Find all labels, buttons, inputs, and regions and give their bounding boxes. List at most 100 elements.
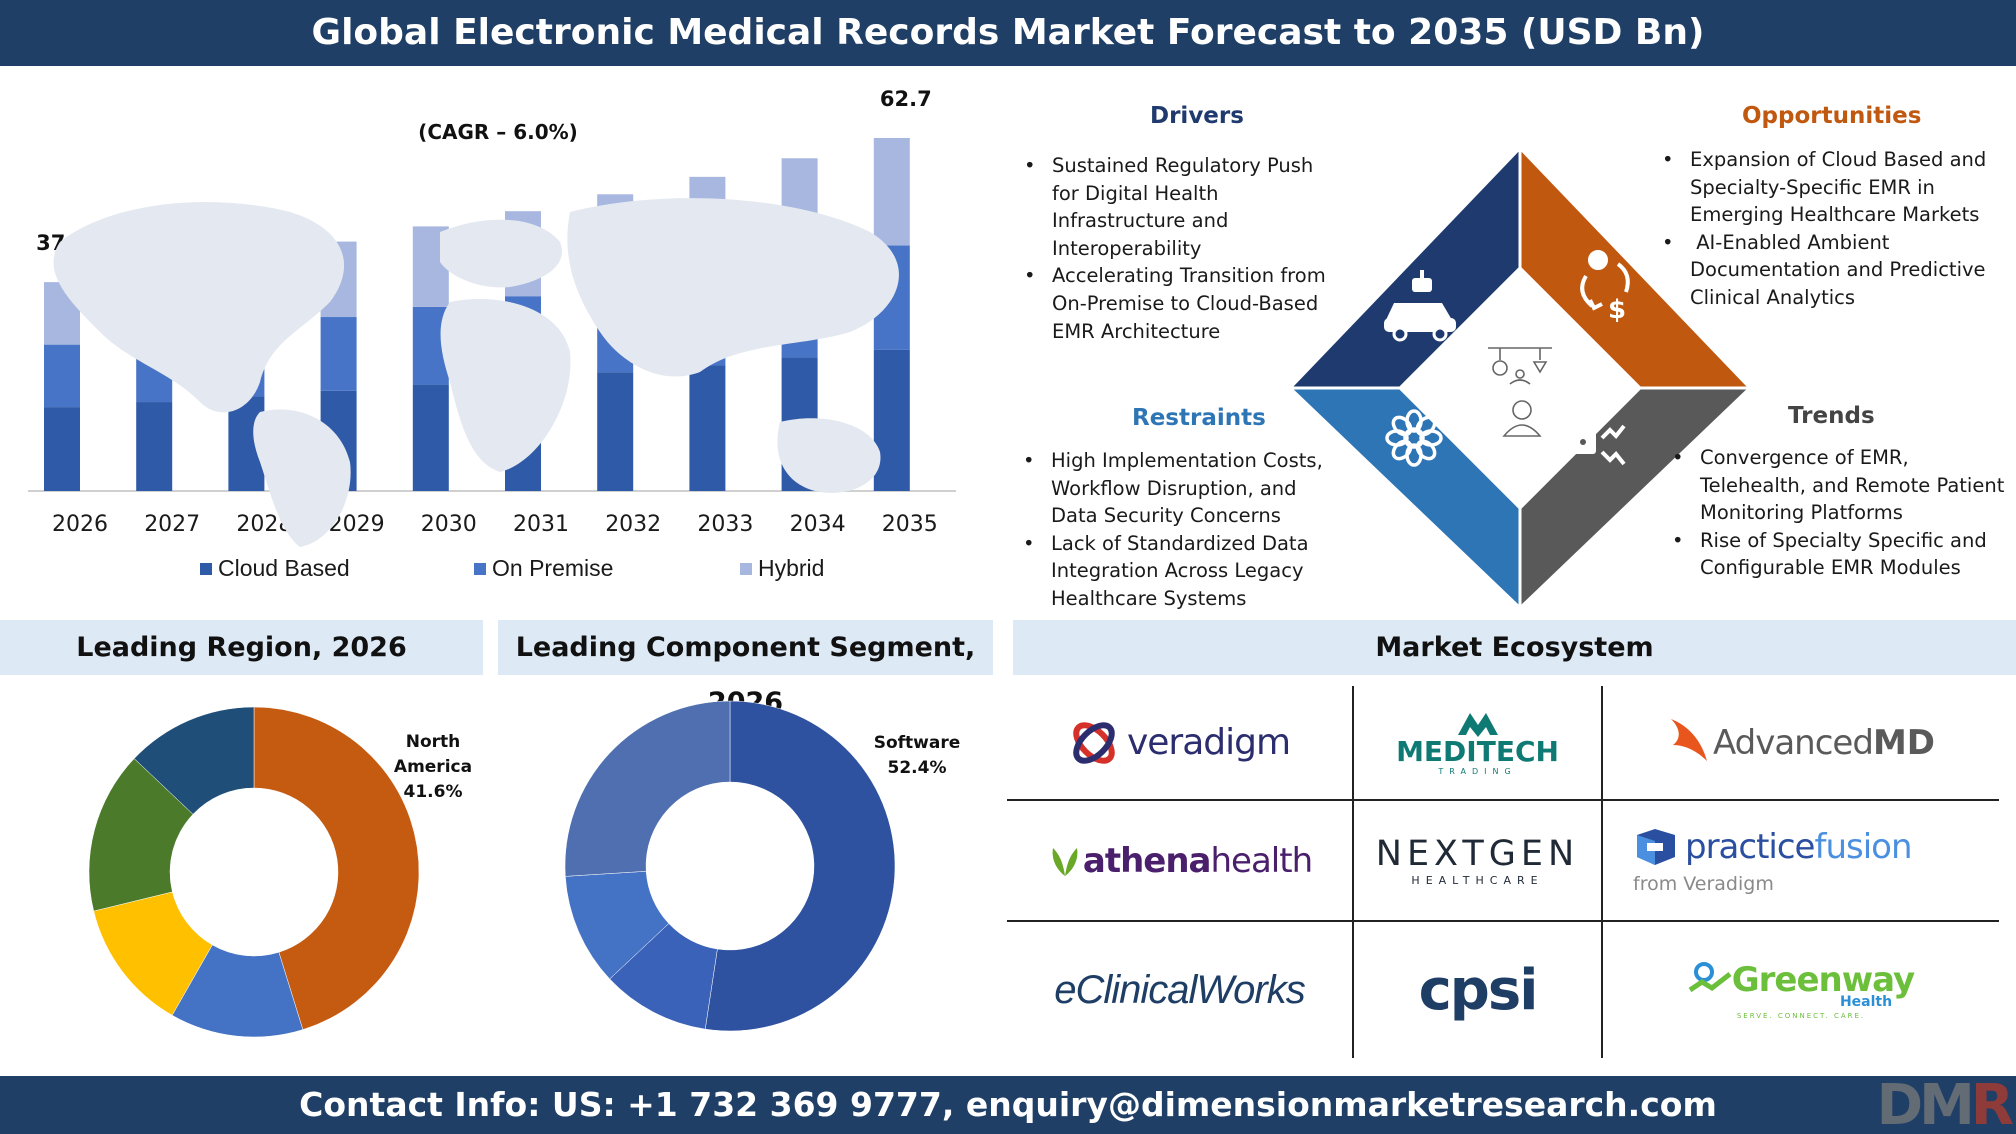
drivers-item: Sustained Regulatory Push for Digital He… — [1022, 152, 1326, 262]
trends-title: Trends — [1788, 403, 1875, 429]
dmr-logo: DMR — [1877, 1073, 2014, 1134]
drivers-item-line: Infrastructure and — [1052, 209, 1229, 233]
logo-greenway: Greenway Health SERVE. CONNECT. CARE. — [1603, 922, 1999, 1058]
cloud-bar-segment — [873, 349, 910, 491]
athenahealth-wordmark-b: health — [1210, 840, 1313, 881]
x-tick-label: 2033 — [697, 512, 753, 537]
logo-nextgen: NEXTGEN HEALTHCARE — [1354, 801, 1601, 920]
grid-divider — [1007, 799, 1999, 801]
x-tick-label: 2031 — [513, 512, 569, 537]
restraints-item-line: Data Security Concerns — [1051, 504, 1281, 528]
opportunities-title: Opportunities — [1742, 103, 1922, 129]
x-tick-label: 2034 — [790, 512, 846, 537]
advancedmd-wordmark-b: MD — [1872, 722, 1935, 763]
component-section-title: Leading Component Segment, 2026 — [498, 620, 993, 718]
drivers-item: Accelerating Transition from On-Premise … — [1022, 262, 1326, 345]
cpsi-wordmark: cpsi — [1418, 957, 1539, 1023]
veradigm-icon — [1073, 721, 1115, 764]
legend-item-hybrid: Hybrid — [740, 555, 824, 582]
ecosystem-section-title: Market Ecosystem — [1013, 620, 2016, 675]
dmr-logo-r: R — [1970, 1073, 2014, 1134]
cloud-bar-segment — [136, 402, 173, 491]
opportunities-item-line: Expansion of Cloud Based and — [1690, 148, 1987, 171]
x-tick-label: 2026 — [52, 512, 108, 537]
meditech-wordmark: MEDITECH — [1396, 735, 1559, 768]
opportunities-item-line: Clinical Analytics — [1690, 285, 1856, 309]
restraints-item-line: Lack of Standardized Data — [1051, 531, 1309, 555]
opportunities-item: AI-Enabled Ambient Documentation and Pre… — [1660, 229, 1986, 312]
car-icon — [1384, 270, 1456, 342]
opportunities-item-line: Documentation and Predictive — [1690, 258, 1986, 282]
page-title: Global Electronic Medical Records Market… — [0, 0, 2016, 66]
trends-item: Rise of Specialty Specific and Configura… — [1670, 527, 2004, 582]
component-donut-chart — [564, 700, 896, 1032]
drivers-item-line: Accelerating Transition from — [1052, 264, 1326, 288]
x-tick-label: 2027 — [144, 512, 200, 537]
region-section-title: Leading Region, 2026 — [0, 620, 483, 675]
veradigm-wordmark: veradigm — [1126, 722, 1291, 763]
bar-chart: 202637.120272028202920302031203220332034… — [0, 80, 1000, 590]
svg-text:$: $ — [1608, 295, 1626, 325]
practicefusion-wordmark-b: fusion — [1814, 826, 1912, 867]
drivers-list: Sustained Regulatory Push for Digital He… — [1022, 152, 1326, 345]
grid-divider — [1007, 920, 1999, 922]
x-tick-label: 2035 — [882, 512, 938, 537]
contact-footer: Contact Info: US: +1 732 369 9777, enqui… — [0, 1076, 2016, 1134]
legend-item-premise: On Premise — [474, 555, 613, 582]
cloud-bar-segment — [689, 365, 726, 491]
opportunities-item-line: AI-Enabled Ambient — [1690, 230, 1890, 254]
ecosystem-grid: veradigm MEDITECH TRADING Advanced MD ath… — [1007, 686, 1999, 1062]
practicefusion-row: practice fusion — [1633, 826, 1913, 867]
trends-item: Convergence of EMR, Telehealth, and Remo… — [1670, 444, 2004, 527]
on-premise-bar-segment — [44, 344, 80, 408]
restraints-item-line: High Implementation Costs, — [1051, 449, 1323, 472]
component-donut-slice — [564, 700, 731, 877]
gear-icon — [1385, 409, 1443, 467]
quadrant-diamond: $ — [1290, 148, 1750, 608]
region-donut-slice — [253, 706, 420, 1030]
legend-label-cloud: Cloud Based — [218, 555, 350, 581]
legend-label-hybrid: Hybrid — [758, 555, 825, 581]
greenway-health-text: Health — [1839, 994, 1893, 1010]
eclinicalworks-wordmark: eClinicalWorks — [1054, 967, 1305, 1012]
drivers-item-line: Interoperability — [1052, 236, 1202, 260]
restraints-item-line: Healthcare Systems — [1051, 586, 1247, 610]
cloud-bar-segment — [44, 407, 80, 491]
cloud-bar-segment — [597, 372, 634, 491]
restraints-item-line: Workflow Disruption, and — [1051, 476, 1297, 500]
grid-divider — [1601, 686, 1603, 1058]
region-label-value: 41.6% — [403, 782, 463, 802]
athenahealth-icon — [1052, 847, 1078, 876]
legend-item-cloud: Cloud Based — [200, 555, 350, 582]
logo-advancedmd: Advanced MD — [1603, 686, 1999, 799]
component-label-line1: Software — [873, 733, 961, 753]
x-tick-label: 2030 — [421, 512, 477, 537]
trends-item-line: Rise of Specialty Specific and — [1700, 528, 1987, 552]
greenway-icon — [1688, 962, 1732, 993]
athenahealth-wordmark-a: athena — [1082, 840, 1212, 881]
nextgen-subtext: HEALTHCARE — [1411, 874, 1544, 887]
legend-swatch-cloud — [200, 562, 212, 575]
cagr-annotation: (CAGR – 6.0%) — [418, 120, 578, 144]
trends-item-line: Convergence of EMR, — [1700, 446, 1909, 469]
cloud-bar-segment — [412, 384, 449, 491]
logo-athenahealth: athena health — [1007, 801, 1352, 920]
drivers-item-line: EMR Architecture — [1052, 319, 1221, 343]
logo-eclinicalworks: eClinicalWorks — [1007, 922, 1352, 1058]
advancedmd-wordmark-a: Advanced — [1712, 722, 1874, 763]
total-data-label: 62.7 — [880, 87, 932, 111]
practicefusion-subtext: from Veradigm — [1633, 872, 1774, 895]
region-pie-label: North America 41.6% — [388, 730, 478, 805]
trends-item-line: Configurable EMR Modules — [1700, 556, 1961, 580]
grid-divider — [1352, 686, 1354, 1058]
trends-list: Convergence of EMR, Telehealth, and Remo… — [1670, 444, 2004, 582]
opportunities-item-line: Emerging Healthcare Markets — [1690, 203, 1980, 227]
x-tick-label: 2032 — [605, 512, 661, 537]
drivers-title: Drivers — [1150, 103, 1244, 129]
advancedmd-icon — [1670, 718, 1707, 761]
restraints-item: Lack of Standardized Data Integration Ac… — [1021, 530, 1323, 613]
greenway-row: Greenway — [1688, 960, 1915, 1000]
restraints-title: Restraints — [1132, 405, 1266, 431]
component-donut-slice — [704, 700, 896, 1032]
greenway-wordmark: Greenway — [1731, 960, 1915, 1000]
